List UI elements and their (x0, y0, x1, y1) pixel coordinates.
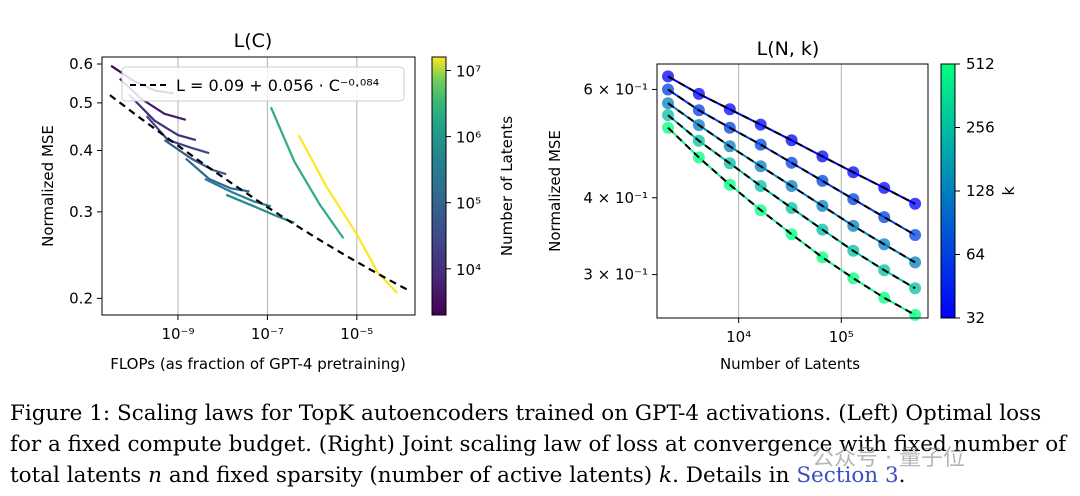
left-chart-title: L(C) (234, 30, 273, 52)
left-x-tick-label: 10⁻⁷ (251, 325, 284, 343)
right-data-point (785, 134, 798, 147)
left-y-tick-label: 0.5 (69, 94, 93, 112)
caption-var-n: n (148, 463, 163, 488)
right-fit-line (667, 88, 916, 236)
left-y-axis-label: Normalized MSE (39, 125, 57, 247)
right-data-point (878, 291, 891, 304)
left-colorbar (431, 56, 447, 316)
right-y-tick-label: 4 × 10⁻¹ (583, 189, 648, 207)
caption-var-k: k (659, 463, 673, 488)
left-y-tick-label: 0.4 (69, 141, 93, 159)
right-data-point (847, 193, 860, 206)
left-y-tick-label: 0.6 (69, 55, 93, 73)
figure-caption: Figure 1: Scaling laws for TopK autoenco… (10, 398, 1070, 491)
left-series-line (204, 178, 272, 208)
left-y-tick-label: 0.3 (69, 203, 93, 221)
left-series-line (185, 157, 250, 193)
left-legend: L = 0.09 + 0.056 · C⁻⁰·⁰⁸⁴ (121, 66, 405, 102)
right-fit-line (667, 102, 916, 264)
right-colorbar-tick-label: 64 (966, 246, 985, 264)
right-y-axis-label: Normalized MSE (546, 130, 564, 252)
right-colorbar-tick-label: 32 (966, 309, 985, 327)
left-y-tick-label: 0.2 (69, 289, 93, 307)
right-data-point (723, 103, 736, 116)
caption-text: Figure 1: Scaling laws for TopK autoenco… (10, 401, 1067, 488)
right-plot-frame (656, 63, 929, 319)
right-fit-line (667, 126, 916, 316)
watermark: 公众号 · 量子位 (812, 446, 965, 471)
right-chart: L(N, k) 10⁴ 10⁵ 3 × 10⁻¹ 4 × 10⁻¹ 6 × 10⁻¹ N… (546, 38, 1018, 373)
right-colorbar-tick-label: 512 (966, 55, 995, 73)
left-colorbar-label: Number of Latents (498, 116, 516, 256)
right-series-line (667, 126, 916, 316)
left-chart: L(C) 10⁻⁹ 10⁻⁷ 10⁻⁵ 0.2 0.3 0.4 0.5 0.6 L = 0.0… (39, 30, 516, 373)
left-series-line (163, 139, 227, 176)
left-series-line (297, 134, 398, 294)
right-data-point (754, 138, 767, 151)
right-data-point (785, 156, 798, 169)
figure: L(C) 10⁻⁹ 10⁻⁷ 10⁻⁵ 0.2 0.3 0.4 0.5 0.6 L = 0.0… (39, 30, 1018, 373)
right-colorbar (940, 63, 956, 319)
right-y-tick-label: 3 × 10⁻¹ (583, 266, 648, 284)
right-data-point (754, 118, 767, 131)
left-colorbar-tick-label: 10⁷ (456, 62, 481, 80)
right-colorbar-label: k (999, 186, 1018, 196)
right-x-axis-label: Number of Latents (720, 355, 860, 373)
left-colorbar-tick-label: 10⁵ (456, 195, 481, 213)
right-data-point (816, 174, 829, 187)
caption-text-mid: and fixed sparsity (number of active lat… (162, 463, 660, 488)
right-fit-line (667, 114, 916, 290)
left-x-tick-label: 10⁻⁹ (161, 325, 194, 343)
right-colorbar-tick-label: 256 (966, 119, 995, 137)
left-colorbar-tick-label: 10⁶ (456, 129, 481, 147)
right-fit-line (667, 75, 916, 205)
left-series-line (145, 115, 210, 155)
right-data-point (692, 87, 705, 100)
left-series-line (128, 93, 197, 142)
left-legend-label: L = 0.09 + 0.056 · C⁻⁰·⁰⁸⁴ (176, 76, 379, 95)
right-colorbar-tick-label: 128 (966, 182, 995, 200)
right-data-point (909, 308, 922, 321)
left-plot-frame (101, 56, 416, 316)
right-data-point (909, 229, 922, 241)
left-colorbar-tick-label: 10⁴ (456, 261, 481, 279)
left-series-line (269, 106, 345, 239)
right-data-point (878, 211, 891, 224)
left-x-tick-label: 10⁻⁵ (340, 325, 373, 343)
left-x-axis-label: FLOPs (as fraction of GPT-4 pretraining) (110, 355, 406, 373)
caption-text-end: . (898, 463, 906, 488)
right-y-tick-label: 6 × 10⁻¹ (583, 80, 648, 98)
right-x-tick-label: 10⁴ (726, 328, 751, 346)
caption-section-link[interactable]: Section 3 (796, 463, 899, 488)
right-data-point (847, 272, 860, 285)
left-series-line (225, 193, 295, 224)
right-x-tick-label: 10⁵ (829, 328, 854, 346)
caption-text-details: . Details in (672, 463, 797, 488)
left-fit-line (109, 94, 410, 292)
right-chart-title: L(N, k) (757, 38, 820, 60)
